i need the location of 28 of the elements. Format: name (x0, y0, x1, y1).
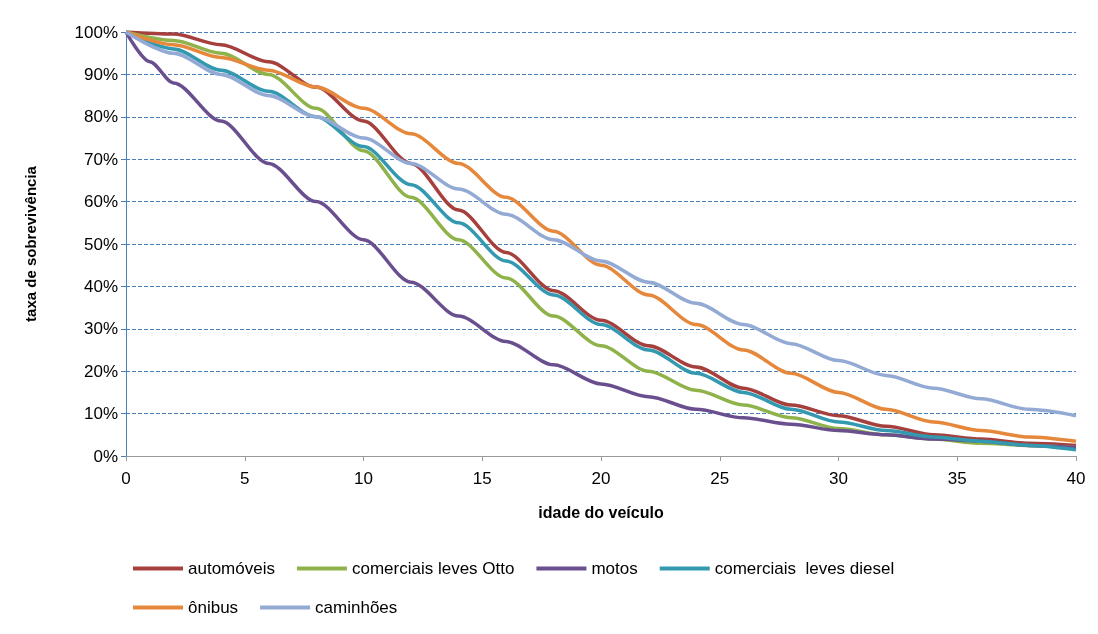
y-tick-label: 90% (83, 64, 118, 84)
legend-label: ônibus (188, 598, 239, 617)
x-tick-label: 25 (710, 469, 730, 488)
x-tick-label: 5 (240, 469, 250, 488)
y-tick-label: 30% (83, 319, 118, 339)
x-tick-label: 40 (1066, 469, 1086, 488)
y-axis-title: taxa de sobrevivência (22, 165, 39, 322)
legend-label: comerciais leves diesel (714, 559, 895, 578)
y-tick-label: 80% (83, 107, 118, 127)
x-axis-title: idade do veículo (538, 503, 664, 521)
y-tick-label: 40% (83, 276, 118, 296)
y-tick-label: 70% (83, 149, 118, 169)
x-tick-label: 0 (121, 469, 131, 488)
x-tick-label: 20 (591, 469, 611, 488)
y-tick-label: 20% (83, 361, 118, 381)
legend-label: motos (591, 559, 638, 578)
y-tick-label: 10% (83, 404, 118, 424)
x-tick-label: 30 (829, 469, 848, 488)
x-tick-label: 35 (947, 469, 967, 488)
legend-label: comerciais leves Otto (351, 559, 515, 578)
x-tick-label: 15 (472, 469, 492, 488)
y-tick-label: 100% (74, 22, 118, 42)
y-tick-label: 50% (83, 234, 118, 254)
legend-label: automóveis (188, 559, 275, 578)
y-tick-label: 0% (93, 446, 118, 466)
y-tick-label: 60% (83, 192, 118, 212)
legend-label: caminhões (315, 598, 398, 617)
x-tick-label: 10 (354, 469, 373, 488)
